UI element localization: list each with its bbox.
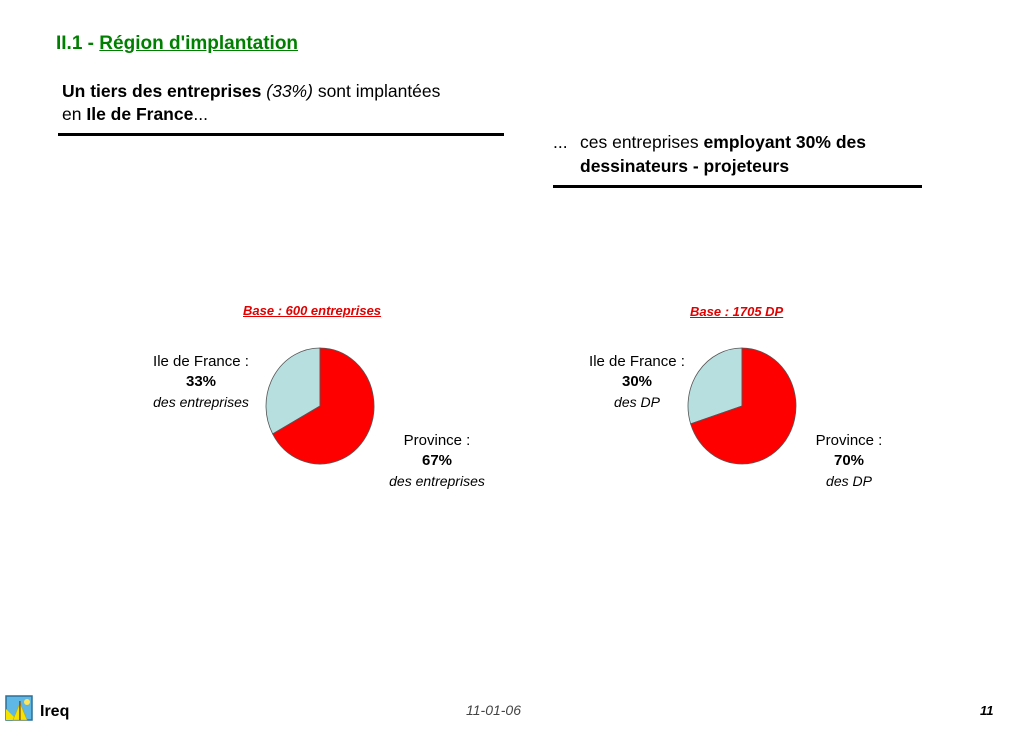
left-heading-prefix: en: [62, 104, 82, 124]
right-divider: [553, 185, 922, 188]
chart2-title: Base : 1705 DP: [690, 304, 784, 319]
chart1-label-province: Province : 67% des entreprises: [377, 431, 497, 491]
chart2-label-province-sub: des DP: [826, 473, 872, 489]
left-divider: [58, 133, 504, 136]
chart1-label-idf-name: Ile de France :: [153, 353, 249, 370]
left-heading-suffix: ...: [193, 104, 208, 124]
slide-title: II.1 - Région d'implantation: [56, 33, 298, 55]
footer-date: 11-01-06: [466, 702, 522, 718]
chart2-slice-ile-de-france: [687, 347, 743, 425]
ireq-logo-icon: [5, 695, 33, 721]
chart2-label-idf-sub: des DP: [614, 394, 660, 410]
chart2-label-idf: Ile de France : 30% des DP: [575, 352, 699, 412]
chart2-label-idf-name: Ile de France :: [589, 353, 685, 370]
chart1-label-province-name: Province :: [403, 432, 471, 449]
chart1-slice-province: [272, 347, 375, 465]
chart2-label-province: Province : 70% des DP: [797, 431, 901, 491]
chart2-label-province-name: Province :: [815, 432, 883, 449]
chart1-label-province-value: 67%: [421, 452, 453, 469]
left-heading-bold: Un tiers des entreprises: [62, 81, 262, 101]
chart1-title: Base : 600 entreprises: [243, 303, 382, 318]
chart2-label-idf-value: 30%: [621, 373, 653, 390]
title-text: Région d'implantation: [99, 33, 299, 54]
right-heading-bold: employant 30% des dessinateurs - projete…: [580, 132, 866, 176]
page-number: 11: [980, 703, 994, 718]
chart1-label-idf-value: 33%: [185, 373, 217, 390]
footer-brand: Ireq: [40, 703, 70, 720]
right-heading-dots: ...: [553, 132, 568, 152]
chart2-pie: [687, 347, 797, 465]
chart1-pie: [265, 347, 375, 465]
chart2-label-province-value: 70%: [833, 452, 865, 469]
title-prefix: II.1 -: [56, 33, 100, 54]
chart2-slice-province: [690, 347, 797, 465]
left-heading-italic: (33%): [266, 81, 313, 101]
chart1-slice-ile-de-france: [265, 347, 321, 435]
chart1-label-idf-sub: des entreprises: [153, 394, 249, 410]
left-heading: Un tiers des entreprises (33%) sont impl…: [62, 80, 522, 126]
left-heading-rest: sont implantées: [317, 81, 441, 101]
left-heading-region: Ile de France: [86, 104, 194, 124]
chart1-label-idf: Ile de France : 33% des entreprises: [140, 352, 262, 412]
chart1-label-province-sub: des entreprises: [389, 473, 485, 489]
right-heading-plain: ces entreprises: [580, 132, 699, 152]
right-heading-text: ces entreprises employant 30% des dessin…: [580, 130, 940, 178]
